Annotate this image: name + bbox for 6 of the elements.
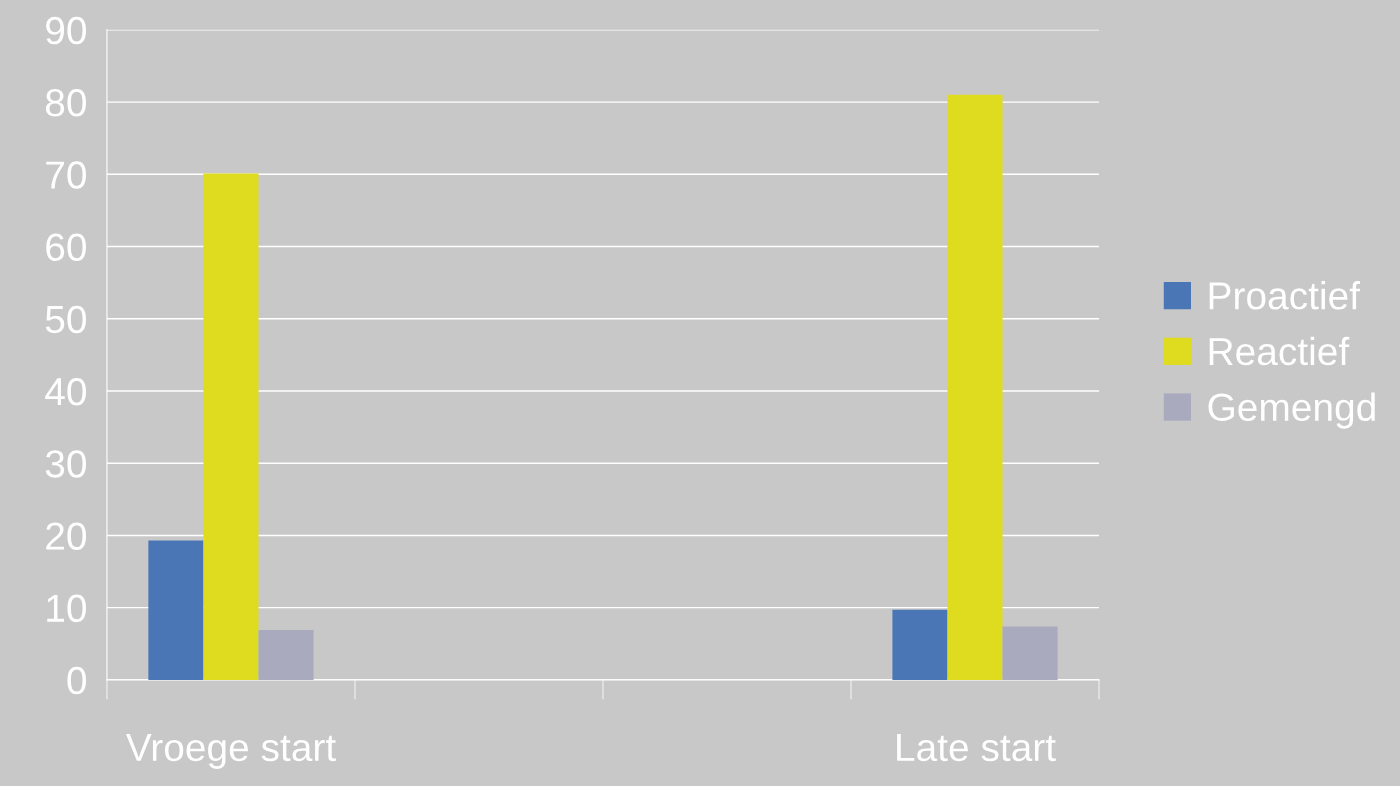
bar [947,94,1003,680]
bar [148,540,204,680]
bar [1002,626,1058,680]
bar [258,630,314,680]
bar [203,173,259,680]
bar [892,609,948,680]
